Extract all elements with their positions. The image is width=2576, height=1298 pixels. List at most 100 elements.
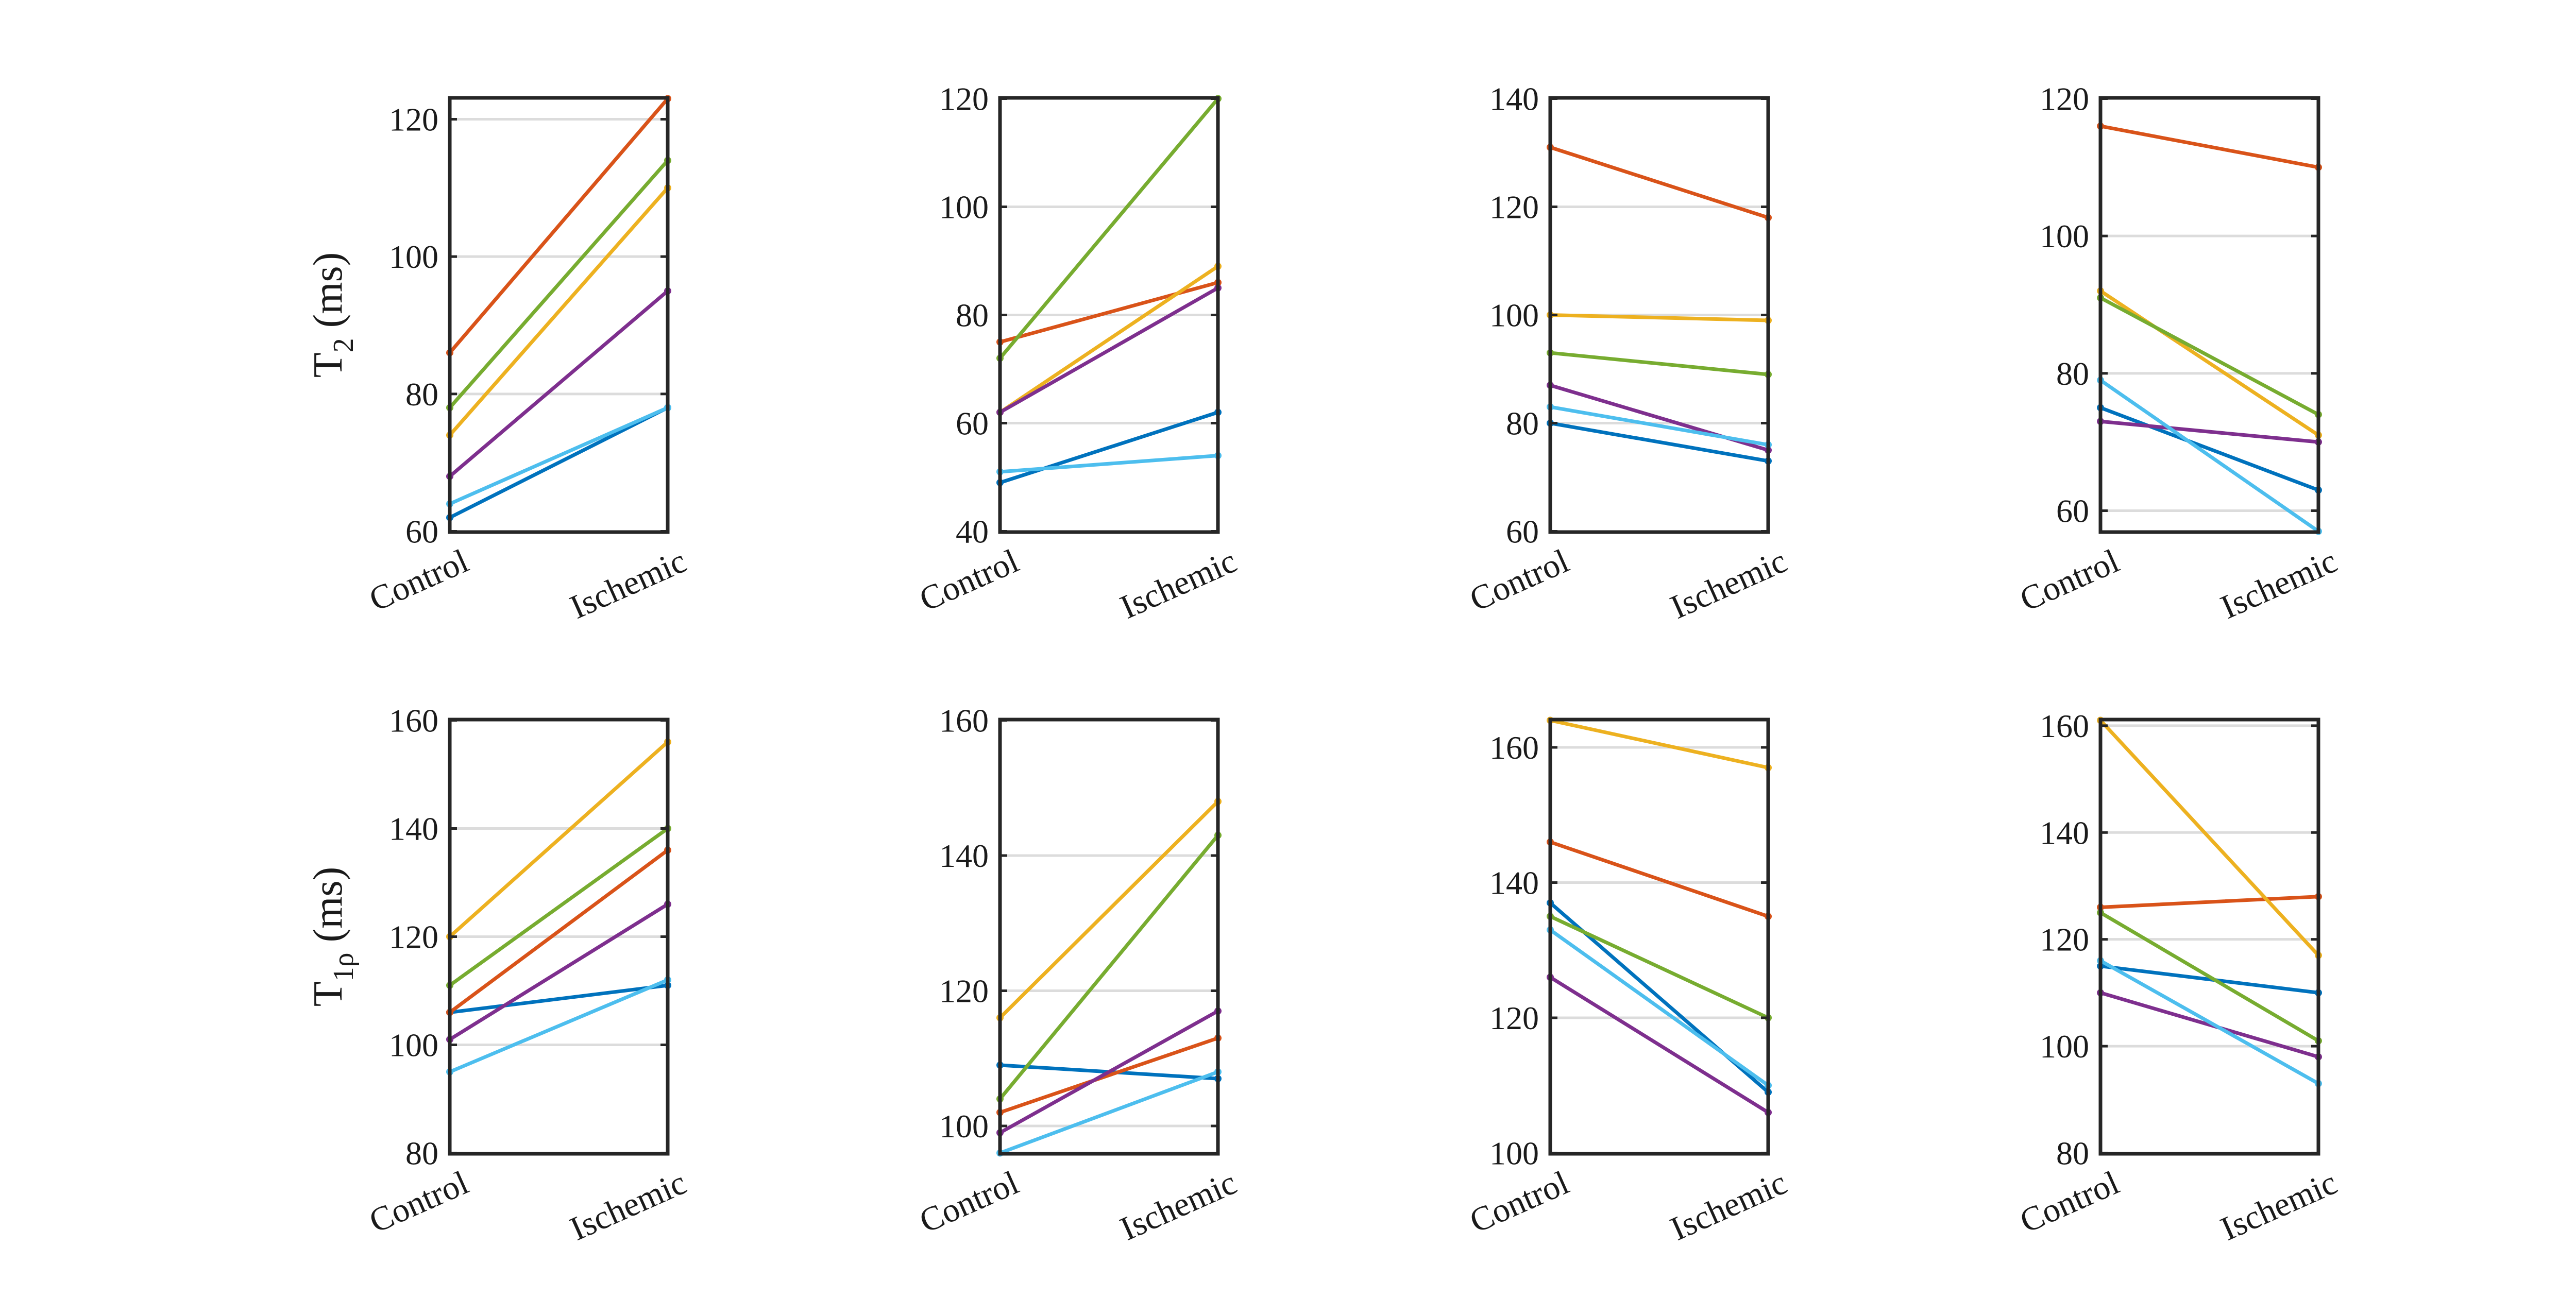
y-tick-label: 100 <box>1489 297 1539 334</box>
series-line-s2 <box>448 97 670 355</box>
series-line-s6 <box>1548 405 1770 447</box>
y-tick-label: 100 <box>1489 1135 1539 1172</box>
axes-box <box>448 96 670 534</box>
x-tick-label-ischemic: Ischemic <box>1115 1164 1242 1248</box>
series-line-s4 <box>448 289 670 479</box>
y-tick-label: 60 <box>956 405 989 442</box>
x-tick-label-control: Control <box>2014 542 2125 619</box>
y-tick-label: 80 <box>405 1135 438 1172</box>
y-tick-label: 100 <box>389 238 438 275</box>
series-line-s4 <box>448 902 670 1041</box>
x-tick-label-ischemic: Ischemic <box>1115 542 1242 626</box>
series-line-s5 <box>998 97 1220 360</box>
series-line-s2 <box>998 281 1220 344</box>
y-axis-label-main: T <box>306 352 351 378</box>
subplot-r1-c1: 60 80 100 120 Control Ischemic T2 (ms) <box>306 95 692 626</box>
series-line-s5 <box>1548 351 1770 377</box>
axes-box <box>2098 718 2320 1156</box>
x-tick-label-ischemic: Ischemic <box>2215 542 2343 626</box>
y-tick-label: 60 <box>2056 493 2089 530</box>
series-line-s1 <box>1548 421 1770 463</box>
series-line-s6 <box>998 1070 1220 1155</box>
series-line-s3 <box>2098 289 2320 437</box>
series-line-s6 <box>448 406 670 506</box>
axes-box <box>998 718 1220 1156</box>
series-line-s6 <box>448 978 670 1074</box>
y-tick-label: 100 <box>389 1027 438 1064</box>
series-line-s5 <box>448 159 670 409</box>
y-tick-label: 60 <box>405 514 438 550</box>
series-line-s5 <box>448 827 670 987</box>
series-line-s3 <box>448 740 670 938</box>
y-tick-label: 160 <box>389 703 438 739</box>
y-tick-label: 120 <box>389 101 438 138</box>
series-line-s2 <box>2098 895 2320 909</box>
y-tick-label: 160 <box>939 703 989 739</box>
subplot-r2-c3: 100 120 140 160 Control Ischemic <box>1464 716 1792 1248</box>
y-tick-label: 140 <box>1489 81 1539 117</box>
series-line-s3 <box>1548 719 1770 770</box>
subplot-r1-c3: 60 80 100 120 140 Control Ischemic <box>1464 81 1792 626</box>
y-axis-label-units: (ms) <box>306 252 351 338</box>
series-line-s2 <box>1548 145 1770 219</box>
series-line-s4 <box>998 1009 1220 1135</box>
y-tick-label: 140 <box>939 838 989 874</box>
axes-box <box>2098 96 2320 534</box>
subplot-r2-c4: 80 100 120 140 160 Control Ischemic <box>2014 708 2343 1248</box>
subplot-r2-c2: 100 120 140 160 Control Ischemic <box>914 703 1242 1248</box>
series-line-s1 <box>2098 964 2320 995</box>
y-tick-label: 100 <box>939 189 989 226</box>
y-axis-label-units: (ms) <box>306 867 351 953</box>
series-line-s3 <box>998 799 1220 1020</box>
y-tick-label: 80 <box>2056 355 2089 392</box>
series-line-s4 <box>998 286 1220 414</box>
y-tick-label: 120 <box>2040 81 2089 117</box>
y-tick-label: 120 <box>939 81 989 117</box>
series-line-s4 <box>2098 419 2320 444</box>
subplot-r1-c4: 60 80 100 120 Control Ischemic <box>2014 81 2343 626</box>
y-axis-label-subscript: 1ρ <box>328 952 360 981</box>
y-axis-label-main: T <box>306 981 351 1006</box>
x-tick-label-control: Control <box>914 542 1024 619</box>
series-line-s6 <box>1548 928 1770 1087</box>
series-line-s3 <box>2098 719 2320 958</box>
series-line-s5 <box>998 833 1220 1101</box>
series-line-s1 <box>2098 406 2320 492</box>
y-tick-label: 60 <box>1506 514 1539 550</box>
series-line-s3 <box>1548 313 1770 322</box>
y-tick-label: 100 <box>2040 1028 2089 1065</box>
y-tick-label: 100 <box>939 1108 989 1145</box>
y-tick-label: 80 <box>2056 1135 2089 1172</box>
series-line-s3 <box>448 186 670 437</box>
y-tick-label: 120 <box>1489 189 1539 226</box>
y-tick-label: 140 <box>1489 865 1539 901</box>
x-tick-label-control: Control <box>1464 1164 1574 1240</box>
y-tick-label: 100 <box>2040 218 2089 254</box>
y-tick-label: 120 <box>2040 921 2089 958</box>
series-line-s1 <box>448 406 670 520</box>
subplot-r1-c2: 40 60 80 100 120 Control Ischemic <box>914 81 1242 626</box>
x-tick-label-ischemic: Ischemic <box>565 542 692 626</box>
x-tick-label-control: Control <box>1464 542 1574 619</box>
x-tick-label-ischemic: Ischemic <box>1665 1164 1792 1248</box>
y-axis-label: T2 (ms) <box>306 252 360 378</box>
y-tick-label: 160 <box>1489 729 1539 766</box>
y-tick-label: 120 <box>1489 1000 1539 1036</box>
series-line-s6 <box>998 454 1220 474</box>
x-tick-label-ischemic: Ischemic <box>1665 542 1792 626</box>
y-tick-label: 40 <box>956 514 989 550</box>
x-tick-label-control: Control <box>364 542 474 619</box>
series-line-s4 <box>2098 990 2320 1059</box>
subplot-r2-c1: 80 100 120 140 160 Control Ischemic T1ρ (ms) <box>306 703 692 1248</box>
x-tick-label-control: Control <box>914 1164 1024 1240</box>
series-line-s5 <box>1548 914 1770 1020</box>
x-tick-label-ischemic: Ischemic <box>2215 1164 2343 1248</box>
series-line-s2 <box>2098 124 2320 169</box>
y-axis-label: T1ρ (ms) <box>306 867 360 1006</box>
series-line-s5 <box>2098 911 2320 1043</box>
series-line-s6 <box>2098 378 2320 533</box>
x-tick-label-control: Control <box>2014 1164 2125 1240</box>
y-tick-label: 80 <box>405 376 438 413</box>
series-line-s6 <box>2098 959 2320 1086</box>
